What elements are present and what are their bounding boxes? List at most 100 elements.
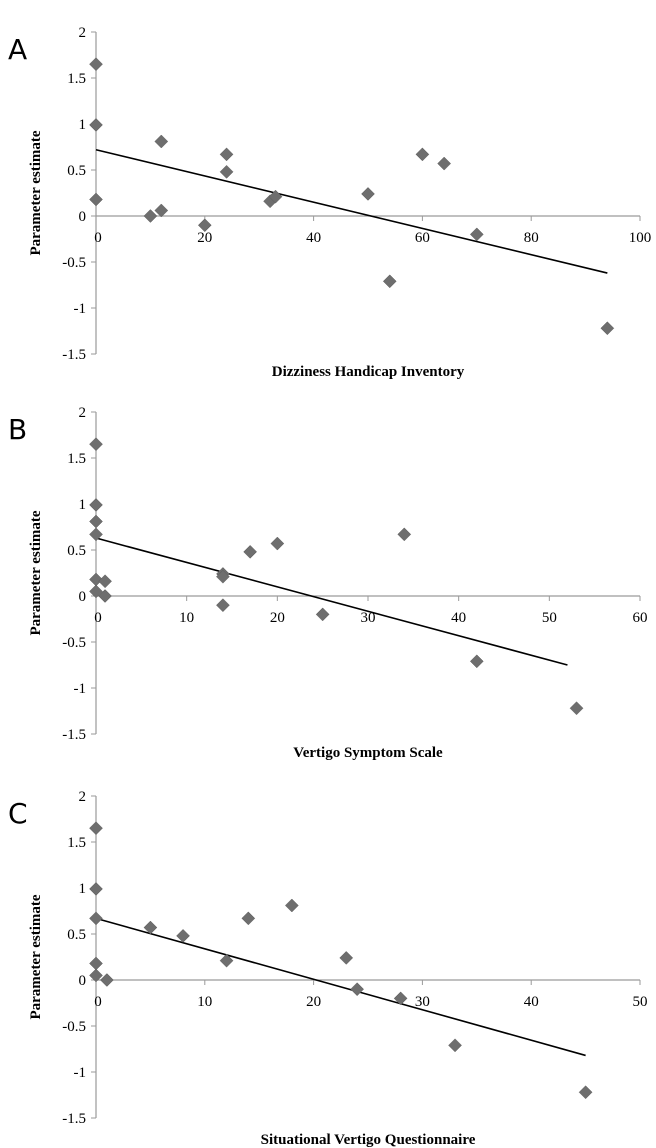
x-tick-label: 30 [361, 610, 376, 626]
y-tick-label: 0.5 [67, 543, 86, 559]
x-tick-label: 100 [629, 230, 652, 246]
chart-panel-a: A 2 1.5 1 0.5 0 -0.5 -1 -1.5 0 20 40 60 80 100 Dizzines… [8, 25, 651, 380]
y-tick-label: 2 [79, 405, 87, 421]
data-point [89, 57, 103, 72]
y-tick-label: 1.5 [67, 451, 86, 467]
x-axis-label: Vertigo Symptom Scale [293, 745, 443, 761]
data-point [89, 821, 103, 836]
data-point [284, 898, 299, 913]
y-tick-label: 1 [79, 881, 87, 897]
x-tick-label: 60 [415, 230, 430, 246]
data-point [216, 569, 230, 584]
data-point [89, 514, 103, 529]
y-axis-label: Parameter estimate [28, 130, 44, 255]
y-tick-label: 0 [79, 973, 87, 989]
data-point [98, 589, 112, 603]
y-tick-label: 2 [79, 25, 87, 41]
panel-letter: C [8, 797, 28, 830]
y-tick-label: -1.5 [62, 347, 86, 363]
y-tick-label: 0 [79, 209, 87, 225]
chart-panel-b: B 2 1.5 1 0.5 0 -0.5 -1 -1.5 0 10 20 30 40 50 60 Vertigo… [8, 405, 648, 761]
data-point [241, 911, 256, 926]
data-point [89, 911, 103, 926]
data-point [143, 920, 158, 935]
panel-letter: A [8, 33, 27, 66]
y-tick-label: 0.5 [67, 163, 86, 179]
data-point [89, 584, 103, 599]
data-point [98, 574, 112, 589]
trend-line [95, 917, 586, 1057]
data-point [154, 203, 169, 218]
y-tick-label: -1.5 [62, 1111, 86, 1127]
chart-panel-c: C 2 1.5 1 0.5 0 -0.5 -1 -1.5 0 10 20 30 40 50 Situation… [8, 789, 648, 1148]
x-axis-label: Situational Vertigo Questionnaire [261, 1132, 476, 1148]
trend-line [95, 537, 568, 666]
data-point [154, 134, 169, 149]
x-axis-label: Dizziness Handicap Inventory [272, 364, 465, 380]
y-tick-label: -1 [74, 681, 87, 697]
x-tick-label: 20 [197, 230, 212, 246]
y-axis-label: Parameter estimate [28, 510, 44, 635]
y-tick-label: 1.5 [67, 71, 86, 87]
x-tick-label: 20 [306, 994, 321, 1010]
x-tick-label: 20 [270, 610, 285, 626]
y-tick-label: -1.5 [62, 727, 86, 743]
x-tick-label: 10 [197, 994, 212, 1010]
data-point [89, 882, 103, 896]
data-point [339, 951, 354, 965]
x-tick-label: 80 [524, 230, 539, 246]
data-point [393, 991, 408, 1006]
data-point [89, 956, 103, 971]
data-point [89, 118, 103, 132]
data-point [89, 498, 103, 512]
data-point [437, 156, 452, 171]
data-point [469, 227, 484, 242]
trend-line [95, 148, 608, 274]
y-axis-label: Parameter estimate [28, 894, 44, 1019]
data-point [176, 928, 190, 943]
data-point [219, 147, 234, 162]
data-point [600, 321, 615, 336]
data-point [270, 536, 285, 551]
x-tick-label: 40 [306, 230, 321, 246]
data-point [89, 437, 103, 452]
data-point [219, 953, 234, 968]
data-point [89, 192, 103, 207]
x-tick-label: 40 [451, 610, 466, 626]
x-tick-label: 50 [542, 610, 557, 626]
y-tick-label: 1 [79, 117, 87, 133]
data-point [361, 187, 375, 201]
data-point [89, 527, 103, 542]
y-tick-label: -1 [74, 1065, 87, 1081]
data-point [350, 982, 364, 997]
y-tick-label: 1.5 [67, 835, 86, 851]
y-tick-label: -1 [74, 301, 87, 317]
data-point [100, 973, 114, 987]
x-tick-label: 0 [94, 994, 102, 1010]
y-tick-label: -0.5 [62, 1019, 86, 1035]
data-point [89, 968, 103, 983]
data-point [197, 218, 212, 233]
data-point [469, 654, 484, 669]
y-tick-label: -0.5 [62, 255, 86, 271]
y-tick-label: 0 [79, 589, 87, 605]
data-point [315, 607, 330, 622]
data-point [448, 1038, 462, 1053]
x-tick-label: 0 [94, 610, 102, 626]
data-point [382, 274, 397, 289]
data-point [578, 1085, 593, 1100]
data-point [569, 701, 584, 716]
data-point [243, 544, 257, 559]
data-point [219, 164, 234, 179]
x-tick-label: 60 [633, 610, 648, 626]
data-point [415, 147, 430, 162]
data-point [143, 209, 158, 223]
x-tick-label: 0 [94, 230, 102, 246]
x-tick-label: 50 [633, 994, 648, 1010]
panel-letter: B [8, 413, 27, 446]
y-tick-label: -0.5 [62, 635, 86, 651]
y-tick-label: 0.5 [67, 927, 86, 943]
x-tick-label: 30 [415, 994, 430, 1010]
y-tick-label: 2 [79, 789, 87, 805]
